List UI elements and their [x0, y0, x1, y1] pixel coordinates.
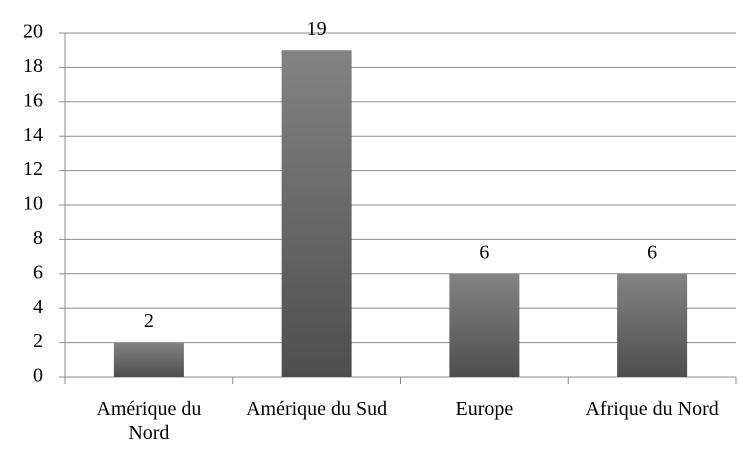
value-label: 2: [144, 310, 154, 332]
x-tick-label: Amérique du Nord: [96, 398, 202, 444]
y-tick-label: 14: [23, 124, 43, 146]
x-tick-label: Amérique du Sud: [246, 398, 388, 420]
x-tick-label: Afrique du Nord: [585, 398, 719, 420]
bar: [449, 273, 520, 377]
y-tick-label: 10: [23, 193, 43, 215]
y-tick-label: 18: [23, 55, 43, 77]
value-label: 19: [307, 18, 327, 40]
y-tick-label: 2: [33, 330, 43, 352]
bar: [113, 342, 184, 377]
y-tick-label: 4: [33, 296, 43, 318]
value-label: 6: [647, 241, 657, 263]
y-tick-label: 20: [23, 21, 43, 43]
y-tick-label: 16: [23, 89, 43, 111]
x-tick-label: Europe: [455, 398, 514, 420]
y-tick-label: 0: [33, 365, 43, 387]
value-label: 6: [479, 241, 489, 263]
y-tick-label: 8: [33, 227, 43, 249]
bar: [281, 50, 352, 377]
y-tick-label: 6: [33, 261, 43, 283]
y-tick-label: 12: [23, 158, 43, 180]
bar: [617, 273, 688, 377]
